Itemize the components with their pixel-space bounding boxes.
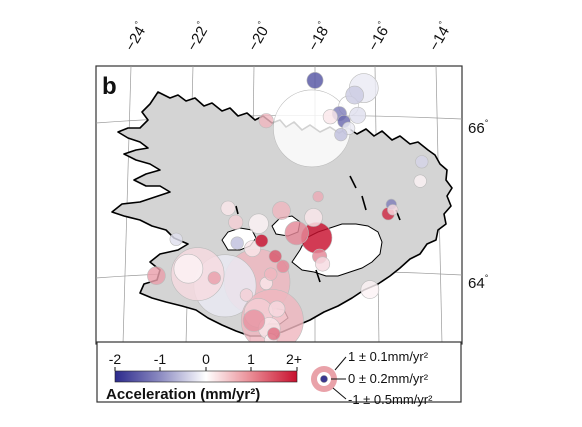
colorbar-gradient [114, 370, 298, 383]
lon-label-14: −14° [424, 19, 455, 54]
colorbar-tick-2plus: 2+ [286, 351, 302, 367]
lon-label-20: −20° [243, 19, 274, 54]
station-circle-7 [322, 109, 338, 125]
station-circle-26 [230, 236, 244, 250]
fissure-swarms [235, 175, 401, 283]
station-circle-49 [228, 214, 244, 230]
colorbar-tick-0: 0 [202, 351, 210, 367]
size-legend: 1 ± 0.1mm/yr² 0 ± 0.2mm/yr² -1 ± 0.5mm/y… [311, 349, 433, 407]
station-circle-13 [413, 174, 427, 188]
colorbar: -2 -1 0 1 2+ Acceleration (mm/yr²) [106, 351, 302, 403]
station-circle-19 [304, 208, 323, 227]
station-circle-16 [387, 204, 399, 216]
station-circle-10 [334, 128, 348, 142]
lat-label-66: 66° [468, 118, 489, 137]
lon-label-18: −18° [303, 19, 334, 54]
size-legend-small-circle [320, 375, 328, 383]
station-circle-20 [284, 221, 309, 246]
station-circle-46 [169, 232, 183, 246]
station-circle-14 [312, 191, 324, 203]
station-circle-48 [220, 200, 236, 216]
lon-label-16: −16° [363, 19, 394, 54]
station-circle-42 [268, 300, 286, 318]
colorbar-tick-1: 1 [247, 351, 255, 367]
latitude-labels: 66° 64° [468, 118, 489, 292]
station-circle-18 [272, 201, 291, 220]
station-circle-37 [239, 288, 253, 302]
station-circle-28 [268, 249, 282, 263]
station-circle-3 [345, 85, 365, 105]
station-circle-41 [242, 309, 266, 332]
lon-label-24: −24° [120, 19, 151, 54]
station-circle-45 [147, 266, 166, 286]
gps-stations [147, 72, 429, 344]
station-circle-47 [360, 280, 380, 299]
colorbar-title: Acceleration (mm/yr²) [106, 386, 260, 403]
longitude-labels: −24° −22° −20° −18° −16° −14° [120, 19, 455, 54]
station-circle-12 [415, 155, 429, 169]
station-circle-25 [255, 234, 269, 248]
station-circle-35 [264, 267, 278, 281]
station-circle-11 [258, 113, 274, 129]
station-circle-44 [267, 327, 281, 341]
station-circle-29 [276, 259, 290, 274]
station-circle-36 [207, 271, 221, 285]
size-legend-label-1: 1 ± 0.1mm/yr² [348, 349, 429, 364]
colorbar-tick-neg2: -2 [109, 351, 122, 367]
size-legend-label-2: 0 ± 0.2mm/yr² [348, 371, 429, 386]
size-legend-label-3: -1 ± 0.5mm/yr² [348, 392, 433, 407]
station-circle-24 [248, 213, 269, 234]
lon-label-22: −22° [182, 19, 213, 54]
station-circle-1 [306, 72, 324, 89]
panel-label: b [102, 73, 117, 100]
station-circle-23 [315, 256, 331, 272]
lat-label-64: 64° [468, 273, 489, 292]
colorbar-tick-neg1: -1 [154, 351, 167, 367]
station-circle-31 [173, 253, 204, 284]
station-circle-6 [349, 106, 367, 124]
